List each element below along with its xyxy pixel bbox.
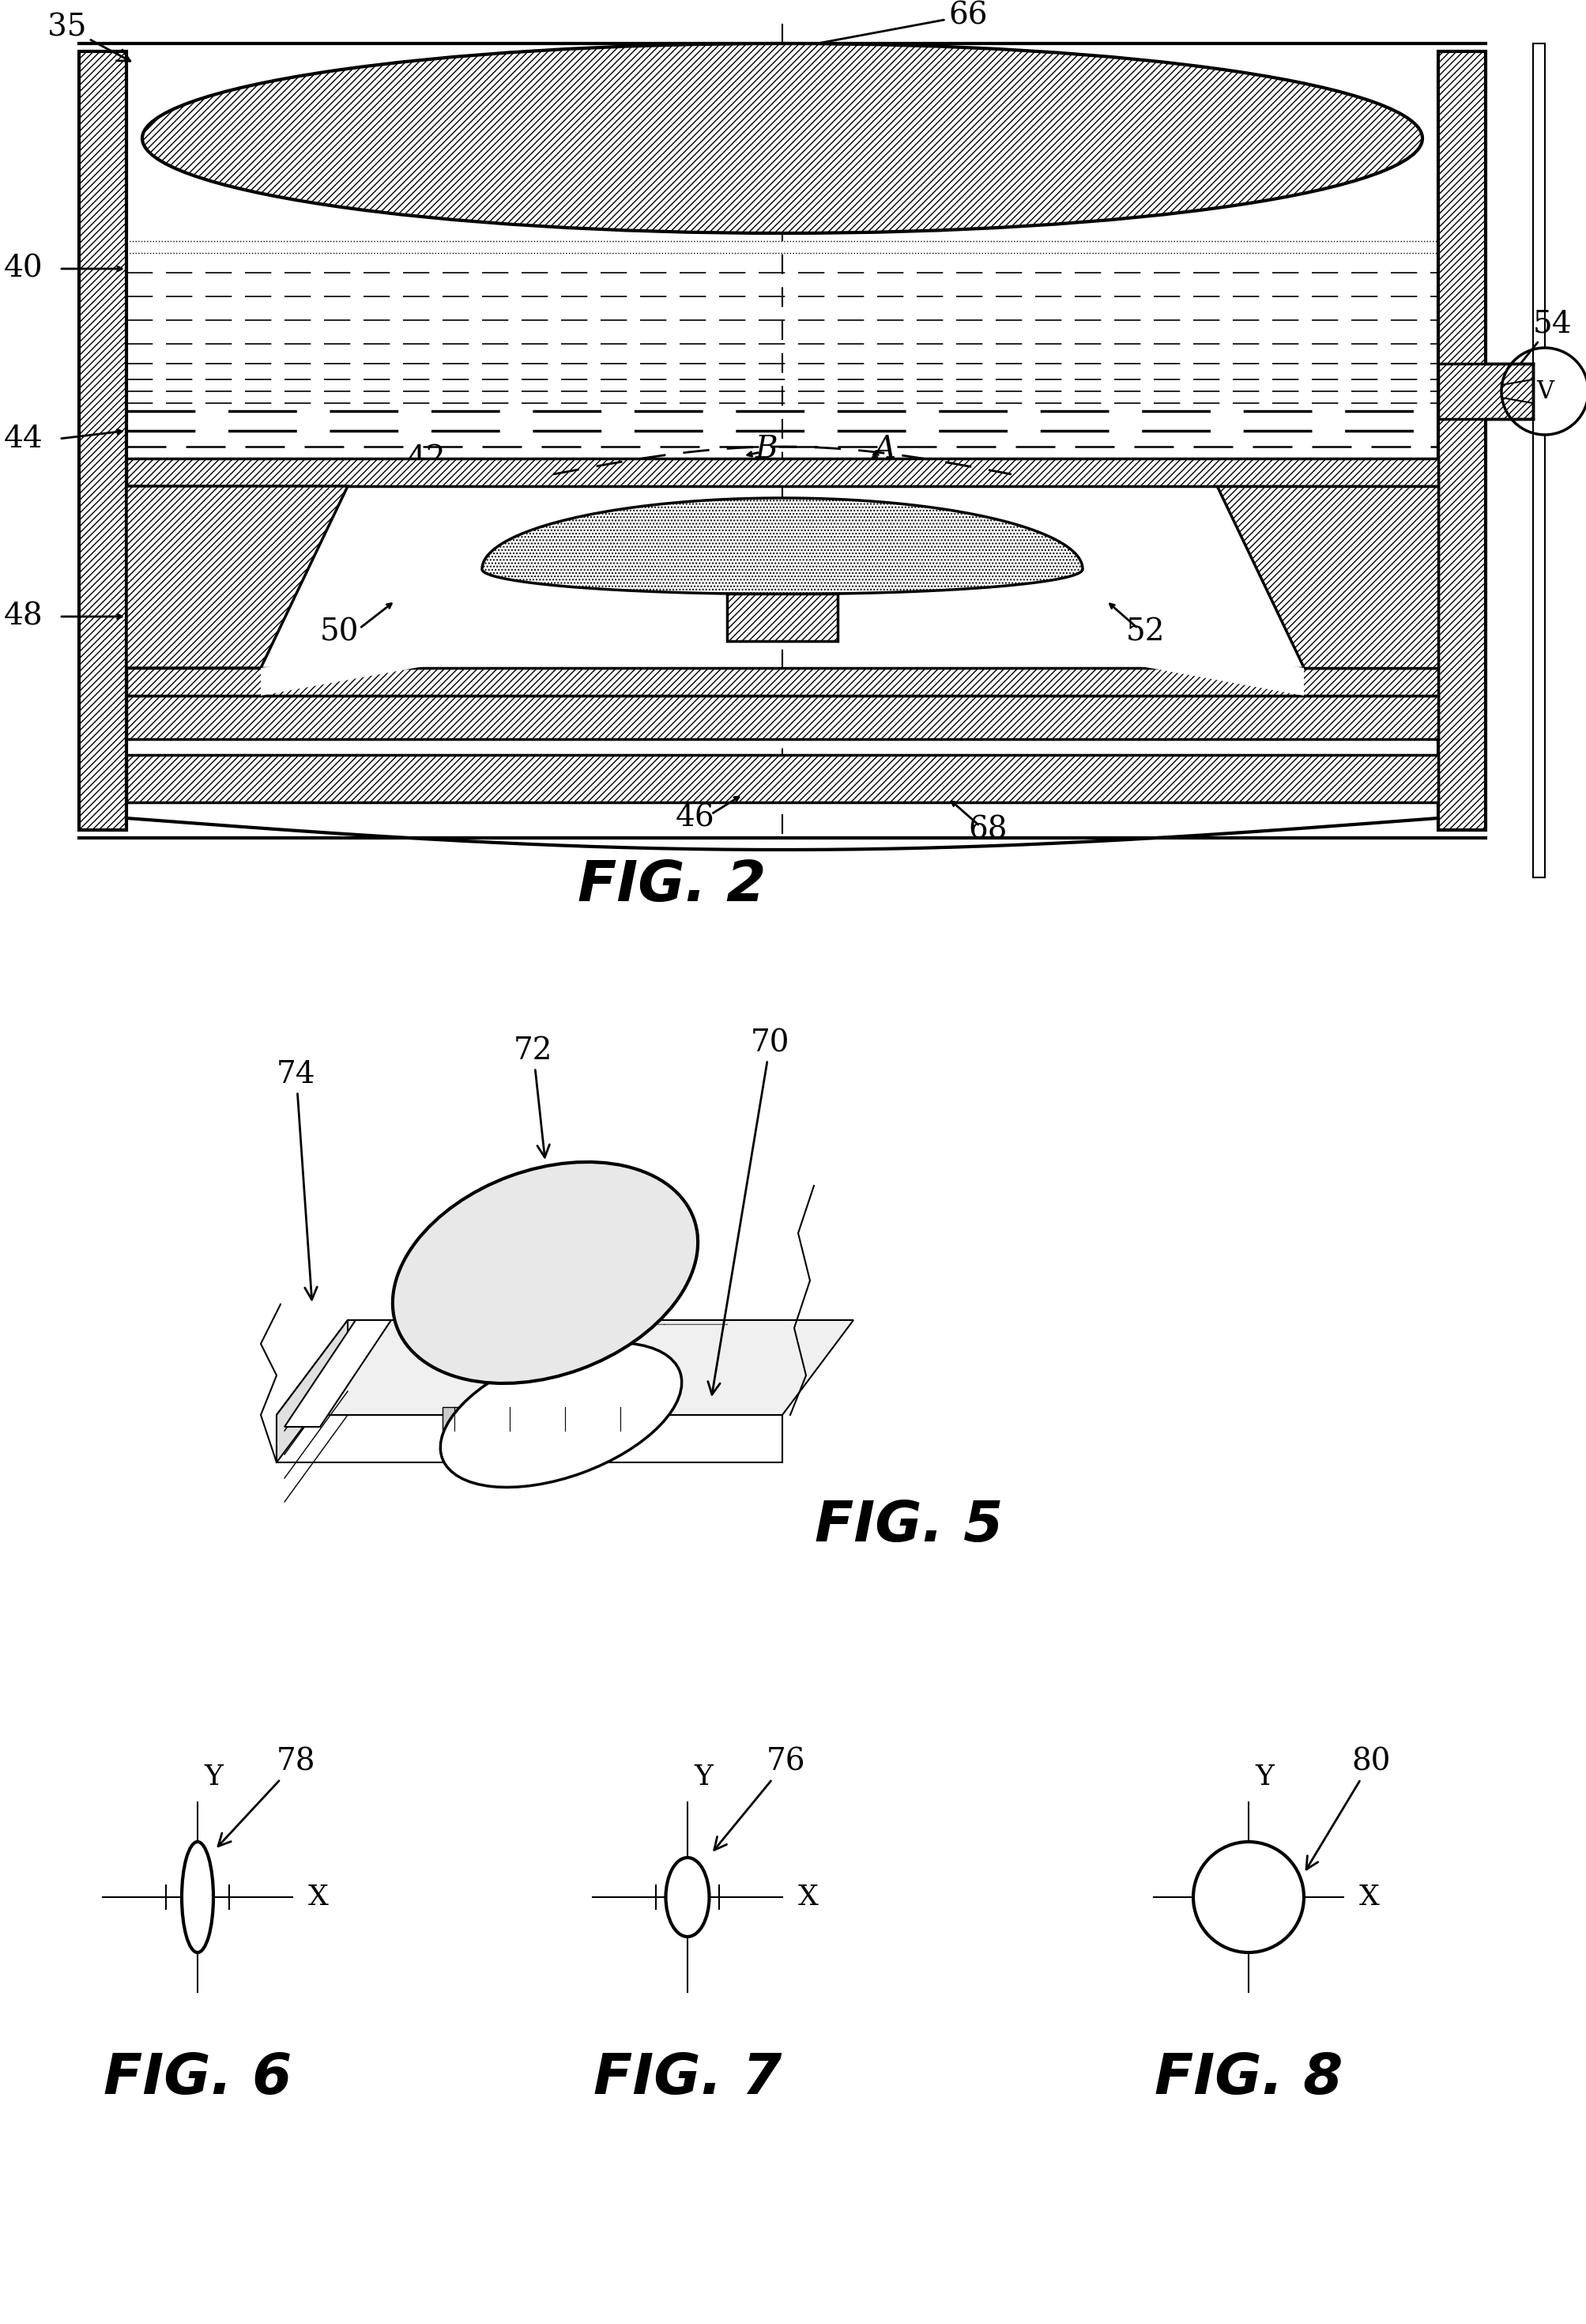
- Bar: [127, 667, 1437, 695]
- Bar: [79, 51, 127, 830]
- Text: 42: 42: [408, 444, 446, 474]
- Bar: [127, 695, 1437, 739]
- Polygon shape: [482, 497, 1082, 595]
- Polygon shape: [127, 486, 347, 667]
- Text: B: B: [755, 435, 777, 462]
- Ellipse shape: [441, 1343, 682, 1487]
- Text: FIG. 7: FIG. 7: [593, 2052, 782, 2106]
- Polygon shape: [276, 1320, 853, 1415]
- Text: 76: 76: [714, 1748, 806, 1850]
- Bar: [442, 1406, 631, 1432]
- Text: 68: 68: [967, 816, 1007, 844]
- Polygon shape: [284, 1320, 392, 1427]
- Text: FIG. 5: FIG. 5: [814, 1499, 1002, 1552]
- Polygon shape: [276, 1320, 347, 1462]
- Ellipse shape: [392, 1162, 698, 1383]
- Text: 54: 54: [1504, 309, 1572, 383]
- Ellipse shape: [666, 1857, 709, 1936]
- Text: X: X: [1359, 1885, 1378, 1910]
- Text: 78: 78: [217, 1748, 316, 1845]
- Ellipse shape: [182, 1843, 213, 1952]
- Polygon shape: [276, 1415, 782, 1462]
- Text: 35: 35: [48, 12, 130, 60]
- Text: 72: 72: [514, 1037, 552, 1157]
- Text: 46: 46: [676, 804, 715, 832]
- Text: 52: 52: [1126, 618, 1164, 646]
- Text: FIG. 8: FIG. 8: [1153, 2052, 1342, 2106]
- Text: 44: 44: [5, 423, 43, 453]
- Bar: [726, 595, 837, 641]
- Text: 50: 50: [320, 618, 358, 646]
- Text: Y: Y: [203, 1764, 222, 1789]
- Text: 70: 70: [707, 1030, 790, 1394]
- Polygon shape: [1216, 486, 1437, 667]
- Bar: [127, 458, 1437, 486]
- Text: FIG. 2: FIG. 2: [577, 858, 766, 913]
- Text: Y: Y: [1255, 1764, 1274, 1789]
- Text: X: X: [308, 1885, 328, 1910]
- Text: V: V: [1535, 379, 1553, 404]
- Text: FIG. 6: FIG. 6: [103, 2052, 292, 2106]
- Bar: [1437, 363, 1532, 418]
- Ellipse shape: [143, 44, 1421, 232]
- Bar: [127, 755, 1437, 802]
- Bar: [1437, 51, 1484, 830]
- Text: Y: Y: [693, 1764, 712, 1789]
- Text: 40: 40: [5, 253, 43, 284]
- Text: 48: 48: [5, 602, 43, 632]
- Circle shape: [1193, 1843, 1304, 1952]
- Polygon shape: [260, 595, 1304, 695]
- Text: A: A: [874, 435, 896, 462]
- Text: 80: 80: [1305, 1748, 1389, 1868]
- Text: 74: 74: [276, 1060, 317, 1299]
- Text: X: X: [798, 1885, 818, 1910]
- Text: 66: 66: [715, 0, 986, 65]
